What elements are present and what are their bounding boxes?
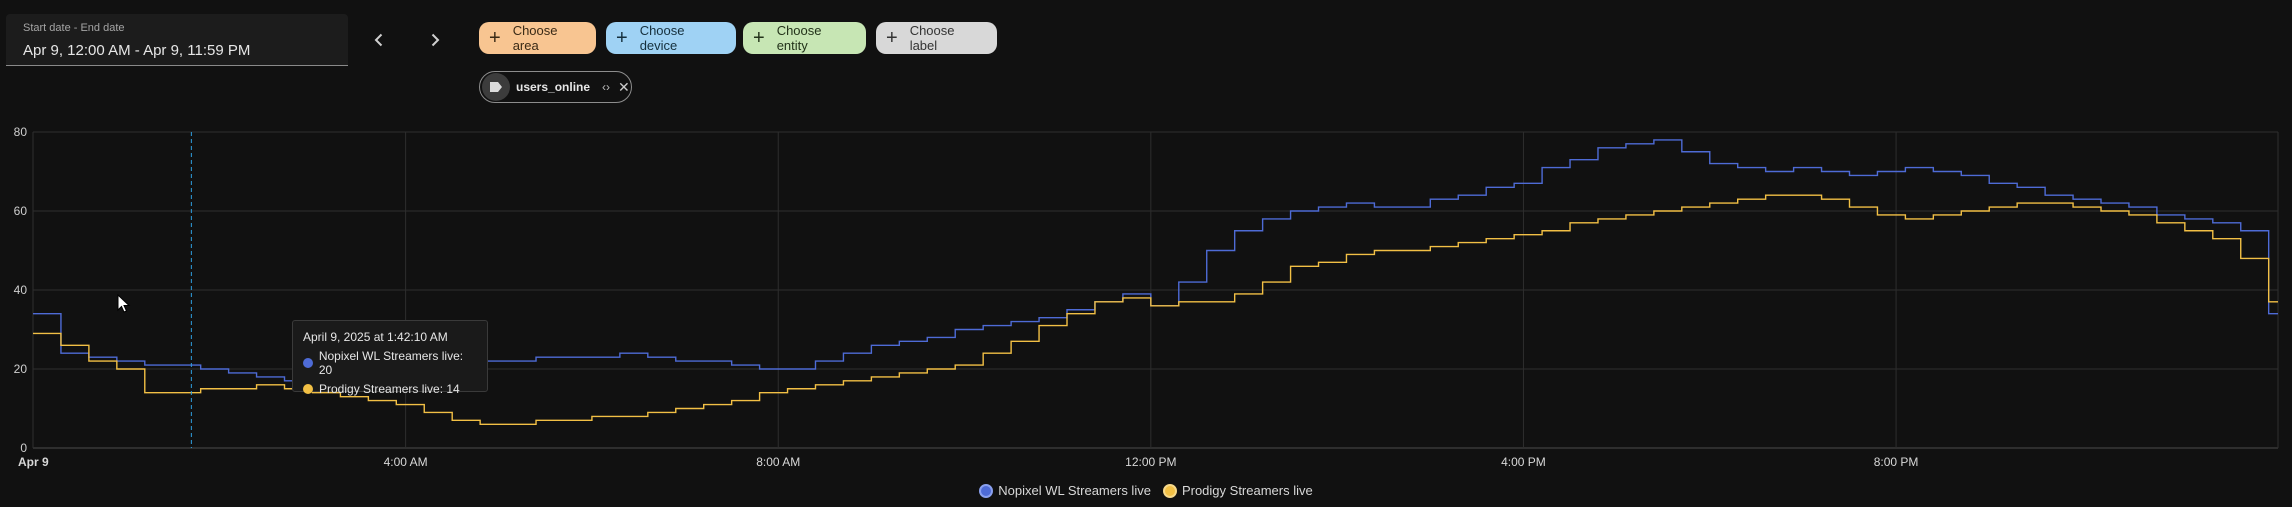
choose-device-button[interactable]: + Choose device bbox=[606, 22, 736, 54]
y-tick-label: 60 bbox=[14, 204, 28, 218]
plus-icon: + bbox=[616, 27, 628, 49]
choose-label-label: Choose label bbox=[909, 23, 955, 53]
date-range-value: Apr 9, 12:00 AM - Apr 9, 11:59 PM bbox=[23, 42, 251, 59]
legend-dot-icon bbox=[979, 483, 994, 498]
chart-legend: Nopixel WL Streamers live Prodigy Stream… bbox=[0, 483, 2292, 498]
plus-icon: + bbox=[753, 27, 765, 49]
selected-label-name: users_online bbox=[516, 80, 591, 94]
chevron-left-icon bbox=[374, 33, 383, 47]
y-tick-label: 0 bbox=[20, 441, 27, 455]
series-line-1 bbox=[33, 194, 2278, 425]
y-tick-label: 40 bbox=[14, 283, 28, 297]
legend-item-nopixel[interactable]: Nopixel WL Streamers live bbox=[979, 483, 1151, 498]
x-tick-label: 8:00 PM bbox=[1874, 455, 1919, 469]
selected-label-chip[interactable]: users_online ‹› ✕ bbox=[479, 71, 632, 103]
tag-icon bbox=[482, 73, 510, 101]
y-tick-label: 80 bbox=[14, 125, 28, 139]
previous-period-button[interactable] bbox=[365, 26, 393, 54]
legend-dot-icon bbox=[1162, 483, 1177, 498]
prodigy-dot-icon bbox=[303, 384, 313, 394]
tooltip-line-prodigy: Prodigy Streamers live: 14 bbox=[319, 382, 460, 396]
choose-entity-label: Choose entity bbox=[776, 23, 822, 53]
choose-area-button[interactable]: + Choose area bbox=[479, 22, 596, 54]
remove-label-icon[interactable]: ✕ bbox=[618, 78, 630, 95]
legend-label-nopixel: Nopixel WL Streamers live bbox=[998, 483, 1151, 498]
x-tick-label: 12:00 PM bbox=[1125, 455, 1176, 469]
tooltip-row: Nopixel WL Streamers live: 20 bbox=[303, 349, 477, 377]
plus-icon: + bbox=[489, 27, 501, 49]
date-range-label: Start date - End date bbox=[23, 22, 125, 34]
x-tick-label: 4:00 AM bbox=[384, 455, 428, 469]
x-tick-label: 8:00 AM bbox=[756, 455, 800, 469]
history-chart[interactable]: 0 20 40 60 80 Apr 9 4:00 AM 8:00 AM 12:00 PM 4:00… bbox=[0, 0, 2292, 470]
choose-entity-button[interactable]: + Choose entity bbox=[743, 22, 866, 54]
chevron-right-icon bbox=[431, 33, 440, 47]
tooltip-row: Prodigy Streamers live: 14 bbox=[303, 382, 477, 396]
legend-item-prodigy[interactable]: Prodigy Streamers live bbox=[1162, 483, 1313, 498]
choose-label-button[interactable]: + Choose label bbox=[876, 22, 997, 54]
choose-area-label: Choose area bbox=[512, 23, 558, 53]
plus-icon: + bbox=[886, 27, 898, 49]
tooltip-title: April 9, 2025 at 1:42:10 AM bbox=[303, 330, 448, 344]
code-icon[interactable]: ‹› bbox=[602, 80, 611, 94]
y-tick-label: 20 bbox=[14, 362, 28, 376]
chart-tooltip: April 9, 2025 at 1:42:10 AM Nopixel WL S… bbox=[292, 320, 488, 396]
choose-device-label: Choose device bbox=[639, 23, 685, 53]
legend-label-prodigy: Prodigy Streamers live bbox=[1181, 483, 1313, 498]
x-tick-label: Apr 9 bbox=[18, 455, 49, 469]
mouse-cursor-icon bbox=[117, 294, 131, 313]
next-period-button[interactable] bbox=[421, 26, 449, 54]
tooltip-line-nopixel: Nopixel WL Streamers live: 20 bbox=[318, 349, 464, 377]
nopixel-dot-icon bbox=[303, 358, 313, 368]
date-range-picker[interactable]: Start date - End date Apr 9, 12:00 AM - … bbox=[6, 14, 348, 66]
x-tick-label: 4:00 PM bbox=[1501, 455, 1546, 469]
